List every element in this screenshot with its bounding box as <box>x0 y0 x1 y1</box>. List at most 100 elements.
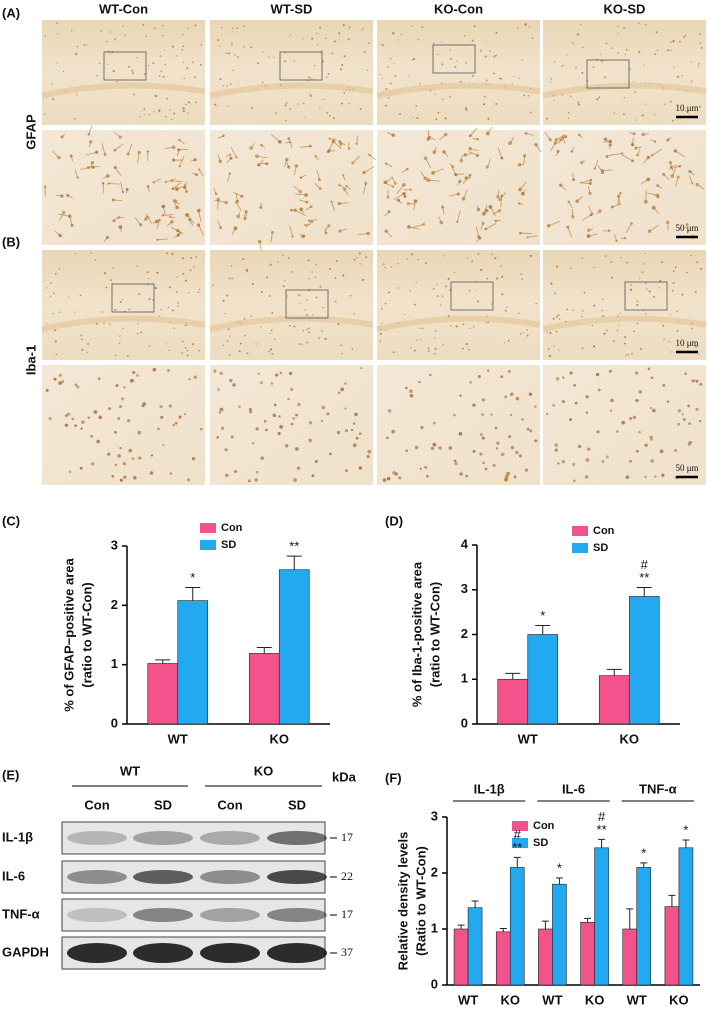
cell <box>621 420 626 425</box>
cell <box>193 375 198 379</box>
cell <box>168 286 171 289</box>
cell <box>342 23 345 27</box>
cell <box>310 220 314 223</box>
cell <box>584 475 589 479</box>
significance-mark: # <box>641 557 649 572</box>
cell <box>265 428 268 432</box>
cell <box>606 329 608 332</box>
cell <box>90 434 94 438</box>
cell <box>666 138 670 142</box>
cell <box>653 53 656 56</box>
cell <box>103 153 107 157</box>
cell-process <box>363 166 375 173</box>
bar <box>509 867 525 986</box>
cell <box>299 303 301 305</box>
cell <box>602 315 604 318</box>
cell <box>408 74 410 77</box>
cell-process <box>469 127 478 137</box>
cell <box>229 156 233 160</box>
cell <box>322 98 325 101</box>
lane-label: SD <box>288 797 306 812</box>
micrograph <box>42 20 205 125</box>
cell <box>121 299 124 301</box>
cell <box>287 137 291 140</box>
cell <box>186 27 189 30</box>
cell <box>218 45 221 47</box>
cell <box>128 308 131 311</box>
cell <box>558 318 561 320</box>
cell <box>308 420 313 425</box>
cell <box>293 60 296 62</box>
cell <box>100 30 102 32</box>
cell <box>677 422 681 426</box>
cell <box>81 348 84 351</box>
cell <box>586 228 591 232</box>
cell-process <box>462 175 471 184</box>
cell <box>234 54 237 56</box>
cell <box>685 223 689 226</box>
cell <box>387 409 392 413</box>
cell <box>181 257 184 260</box>
cell <box>382 478 387 482</box>
cell <box>344 382 347 385</box>
cell <box>690 327 693 330</box>
cell <box>651 205 656 210</box>
cell <box>360 367 363 370</box>
cell <box>71 417 75 421</box>
cell <box>521 418 524 421</box>
cell <box>254 478 258 482</box>
cell <box>581 315 583 318</box>
tissue-layer <box>376 82 541 99</box>
column-title: WT-SD <box>271 1 313 16</box>
bar <box>147 663 179 725</box>
cell <box>246 352 249 355</box>
cell <box>631 352 633 355</box>
cell <box>398 476 402 480</box>
cell <box>656 49 659 52</box>
significance-mark: ** <box>512 840 522 855</box>
column-title: KO-Con <box>434 1 483 16</box>
cell <box>76 385 80 389</box>
cell <box>580 23 582 26</box>
cell <box>688 169 692 174</box>
error-bar <box>505 672 521 680</box>
cell <box>349 294 352 297</box>
cell <box>186 354 189 357</box>
cell <box>625 475 630 479</box>
cell <box>167 369 170 372</box>
cell-process <box>647 192 658 196</box>
blot-band <box>200 831 260 845</box>
cell <box>123 475 127 479</box>
cell <box>337 323 340 326</box>
error-bar <box>185 587 201 601</box>
cell <box>250 315 252 318</box>
cell <box>676 329 679 332</box>
cell <box>58 268 61 270</box>
cell <box>513 75 515 77</box>
cell <box>637 22 640 24</box>
cell <box>230 435 234 439</box>
cell <box>498 198 502 202</box>
cell <box>489 50 491 52</box>
cell <box>217 388 220 391</box>
cell <box>320 419 324 423</box>
error-bar <box>457 924 465 929</box>
cell <box>432 42 435 45</box>
cell <box>271 230 274 234</box>
bar <box>636 867 652 986</box>
cell <box>432 150 437 155</box>
cell <box>567 112 570 114</box>
cell <box>341 64 344 67</box>
cell <box>453 271 456 274</box>
cell <box>589 178 593 182</box>
cell <box>629 459 632 463</box>
cell <box>674 266 677 269</box>
cell <box>94 150 99 154</box>
cell <box>573 479 576 483</box>
cell <box>577 101 580 104</box>
scale-bar-label: 10 μm <box>675 103 698 113</box>
cell <box>624 342 626 345</box>
cell <box>494 219 498 223</box>
cell <box>148 298 151 301</box>
